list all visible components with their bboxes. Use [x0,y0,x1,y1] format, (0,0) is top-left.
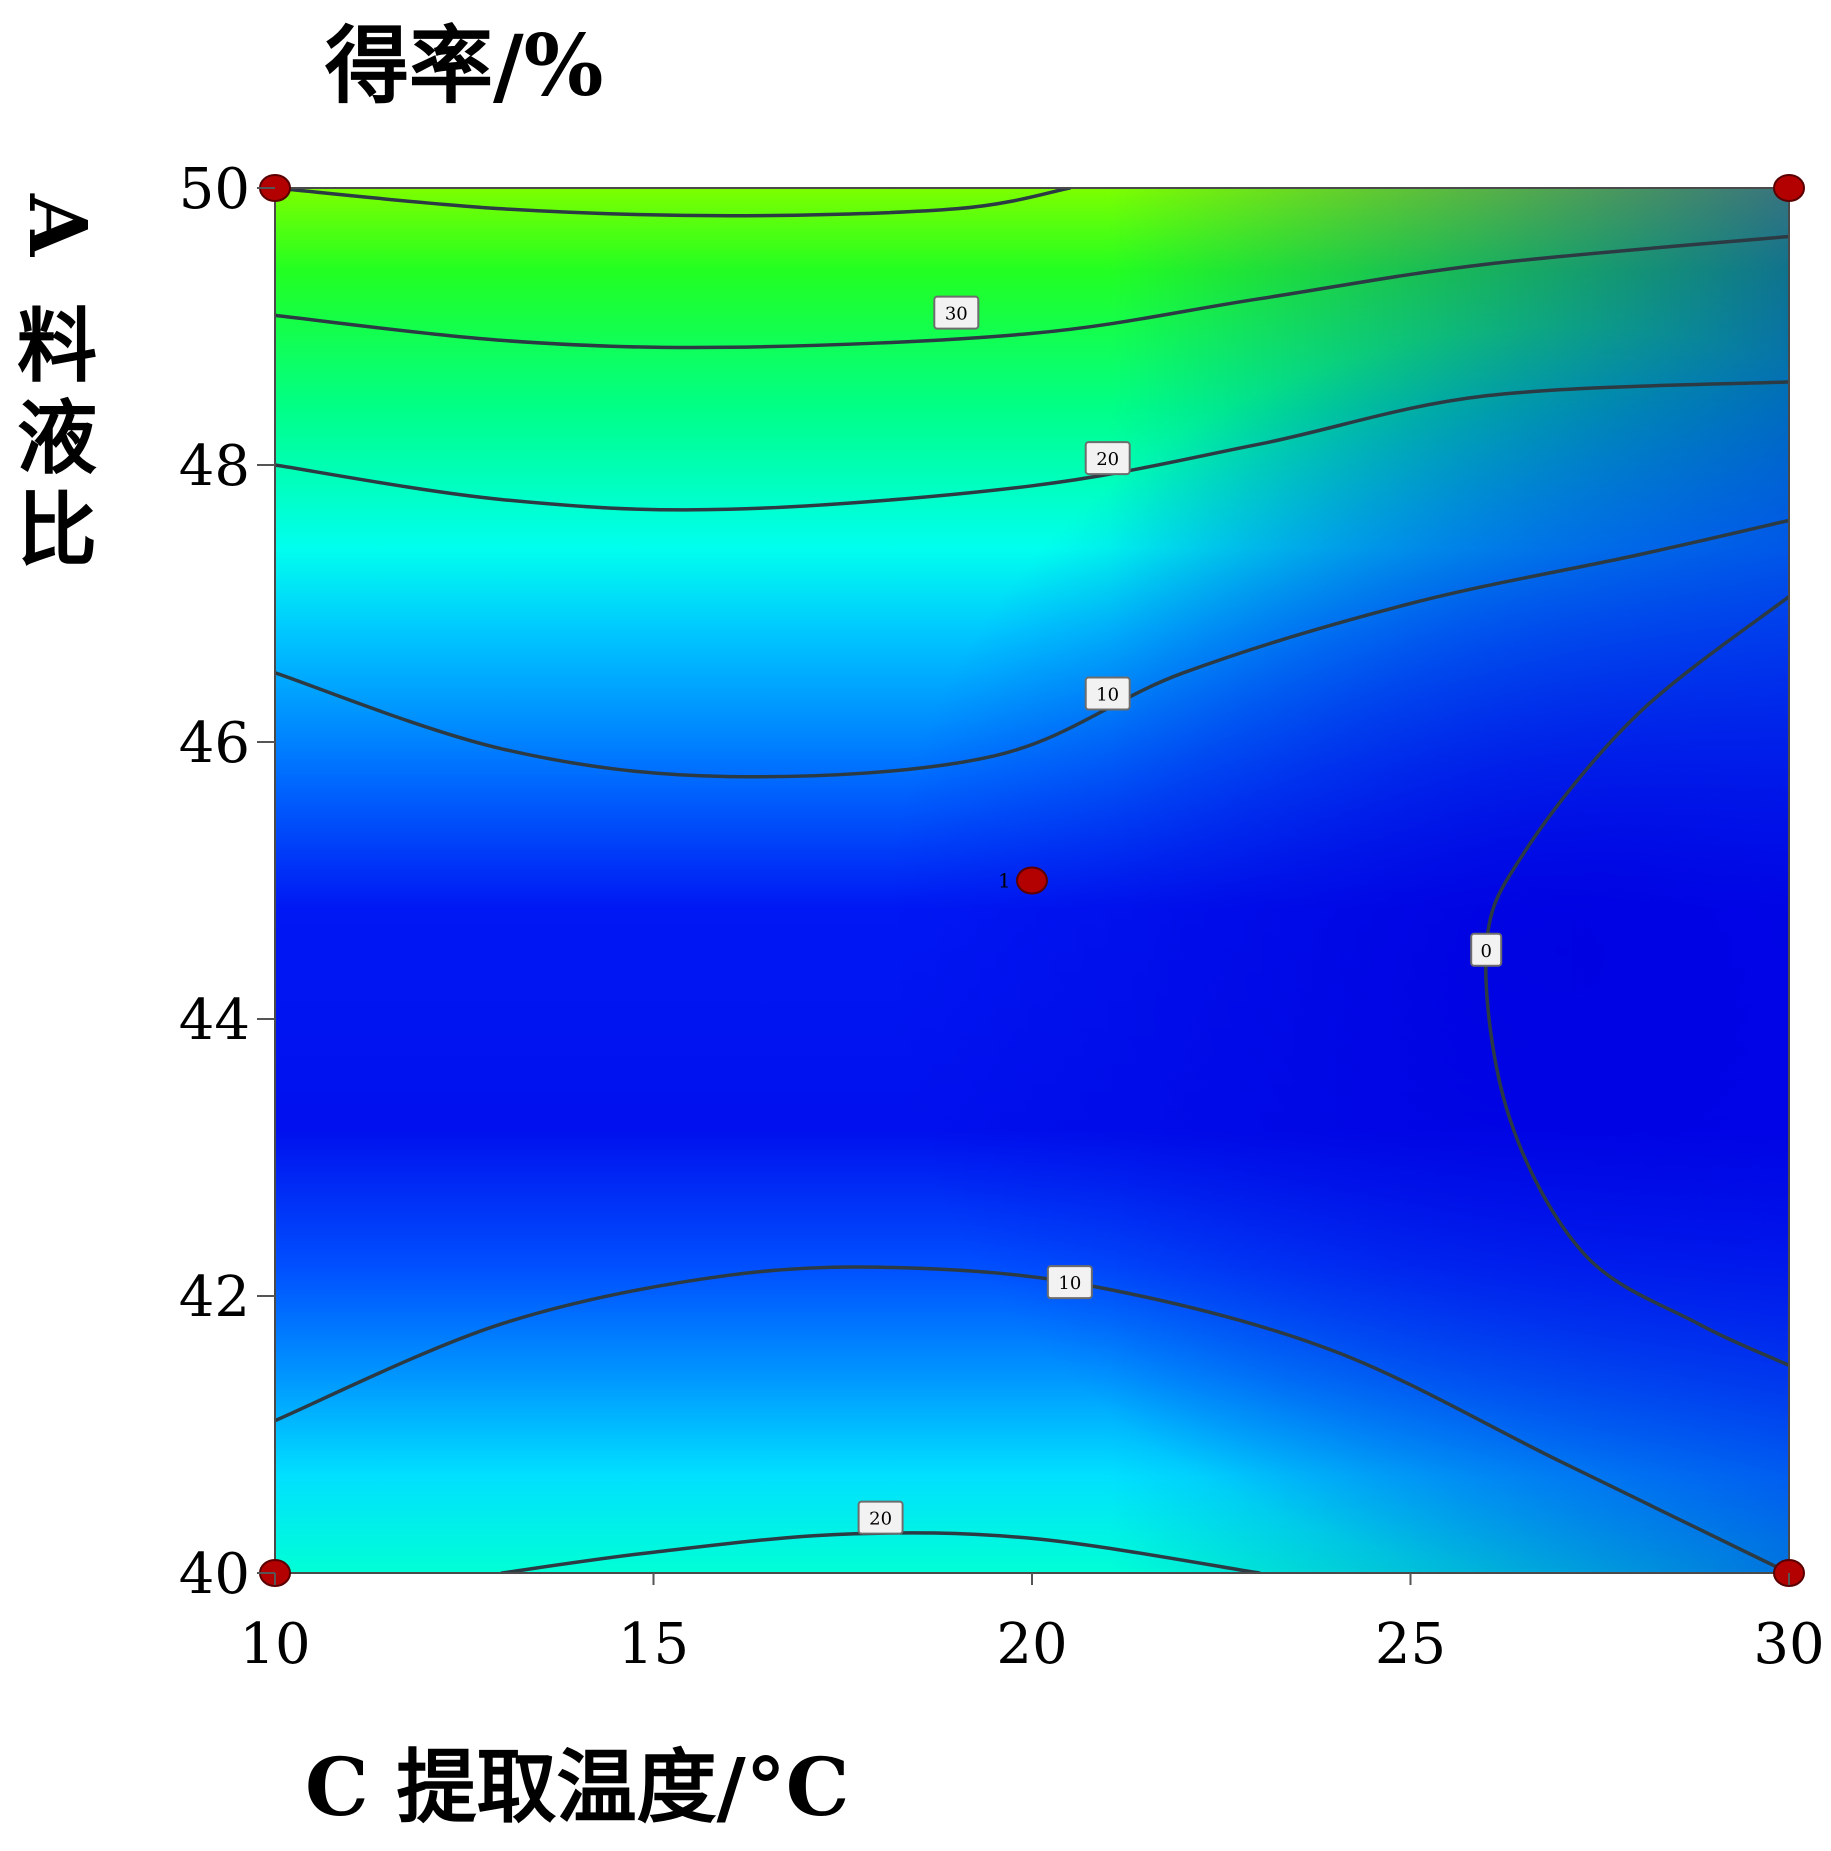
y-tick-label: 46 [179,711,250,776]
contour-line-5 [500,1531,1261,1573]
contour-line-6 [275,188,1072,218]
svg-text:料: 料 [17,299,97,393]
design-point [1773,174,1805,202]
contour-label: 10 [1084,676,1131,711]
y-tick-label: 40 [179,1542,250,1607]
svg-text:A: A [11,193,105,257]
svg-text:30: 30 [945,304,968,325]
svg-text:10: 10 [1096,685,1119,706]
svg-text:20: 20 [1096,449,1119,470]
x-tick-label: 30 [1753,1612,1824,1677]
x-tick-label: 10 [239,1612,310,1677]
x-axis: 10 15 20 25 30 [239,1573,1825,1677]
contour-label: 30 [933,295,980,330]
x-tick-label: 15 [618,1612,689,1677]
chart-title: 得率/% [325,16,604,115]
svg-text:0: 0 [1480,941,1491,962]
y-axis: 40 42 44 46 48 50 [179,157,275,1607]
y-tick-label: 44 [179,988,250,1053]
design-point [1016,866,1048,895]
contour-label: 20 [857,1500,904,1535]
contour-line-3 [1484,594,1789,1368]
svg-text:比: 比 [17,483,97,577]
contour-label: 20 [1084,441,1131,476]
contour-line-1 [275,380,1789,512]
y-tick-label: 42 [179,1265,250,1330]
plot-area: 30 20 10 0 10 20 1 [259,174,1805,1587]
svg-text:10: 10 [1058,1273,1081,1294]
contour-line-2 [275,518,1789,779]
svg-text:液: 液 [17,391,97,485]
svg-text:20: 20 [869,1509,892,1530]
y-tick-label: 50 [179,157,250,222]
contour-label: 10 [1046,1265,1093,1300]
contour-line-0 [275,234,1789,350]
x-tick-label: 25 [1375,1612,1446,1677]
y-tick-label: 48 [179,434,250,499]
contour-label: 0 [1470,932,1503,967]
contour-line-4 [275,1265,1789,1573]
x-tick-label: 20 [996,1612,1067,1677]
x-axis-title: C 提取温度/°C [305,1740,849,1834]
center-point-count: 1 [998,869,1011,893]
